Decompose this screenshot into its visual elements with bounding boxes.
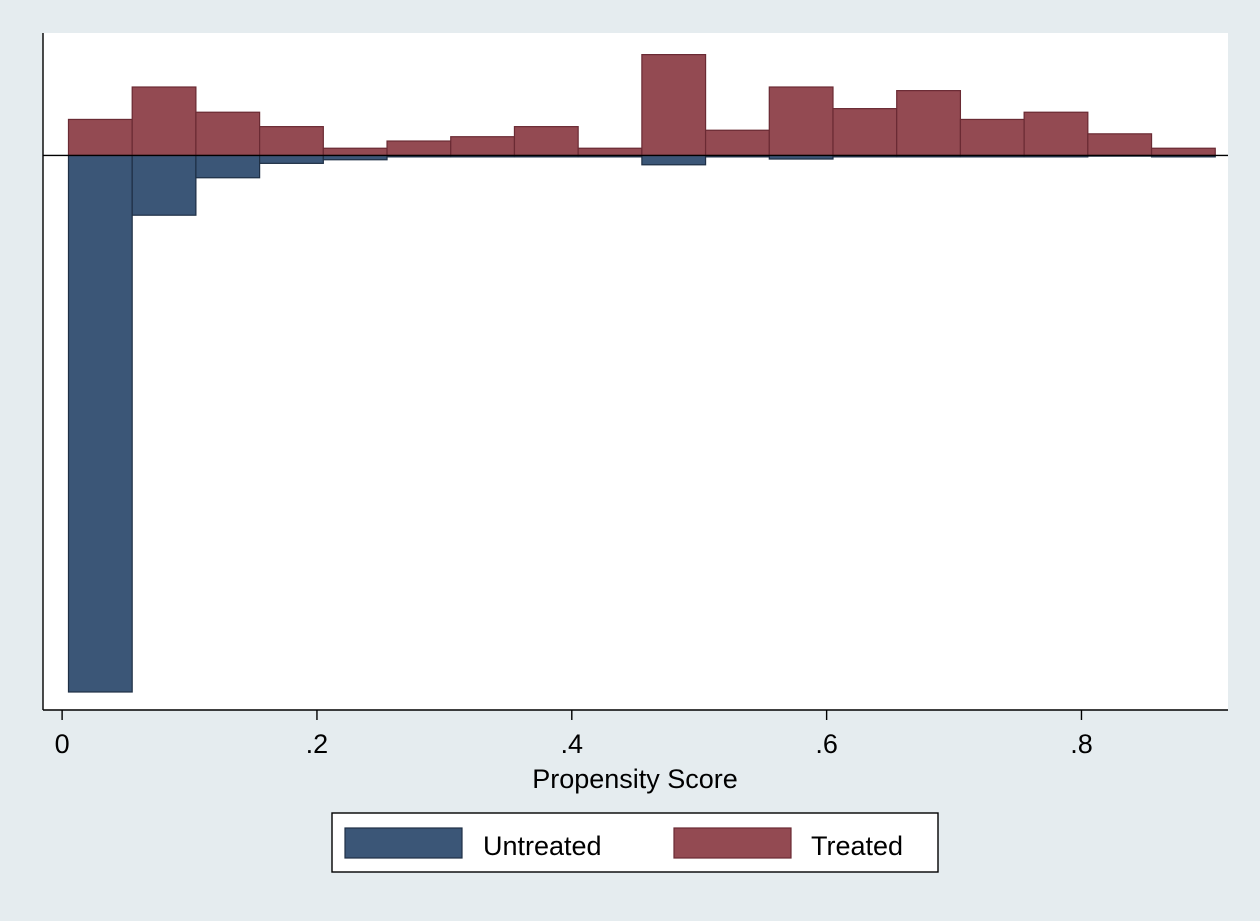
bar-treated-7 (514, 127, 578, 156)
bar-untreated-2 (196, 155, 260, 177)
bar-treated-5 (387, 141, 451, 155)
bar-treated-3 (260, 127, 324, 156)
bar-treated-8 (578, 148, 642, 155)
bar-treated-1 (132, 87, 196, 155)
bar-treated-11 (769, 87, 833, 155)
bar-treated-15 (1024, 112, 1088, 155)
bar-treated-4 (323, 148, 387, 155)
bar-untreated-0 (68, 155, 132, 692)
x-tick-label-3: .6 (815, 729, 838, 759)
legend-label-untreated: Untreated (483, 831, 602, 861)
bar-treated-10 (706, 130, 770, 155)
x-tick-label-2: .4 (561, 729, 584, 759)
x-axis-ticks: 0 .2 .4 .6 .8 (55, 710, 1093, 759)
legend-swatch-treated (674, 828, 791, 858)
x-tick-label-1: .2 (306, 729, 329, 759)
x-tick-label-0: 0 (55, 729, 70, 759)
bar-treated-13 (897, 91, 961, 156)
legend-label-treated: Treated (811, 831, 903, 861)
bar-treated-14 (960, 119, 1024, 155)
bar-treated-2 (196, 112, 260, 155)
bar-untreated-3 (260, 155, 324, 163)
bar-treated-12 (833, 109, 897, 156)
bar-treated-9 (642, 55, 706, 156)
bar-treated-17 (1152, 148, 1216, 155)
bar-untreated-1 (132, 155, 196, 215)
bar-treated-16 (1088, 134, 1152, 156)
legend: Untreated Treated (332, 813, 938, 872)
bar-untreated-9 (642, 155, 706, 164)
bar-treated-0 (68, 119, 132, 155)
x-tick-label-4: .8 (1070, 729, 1093, 759)
bar-treated-6 (451, 137, 515, 156)
legend-swatch-untreated (345, 828, 462, 858)
x-axis-title: Propensity Score (532, 764, 738, 794)
